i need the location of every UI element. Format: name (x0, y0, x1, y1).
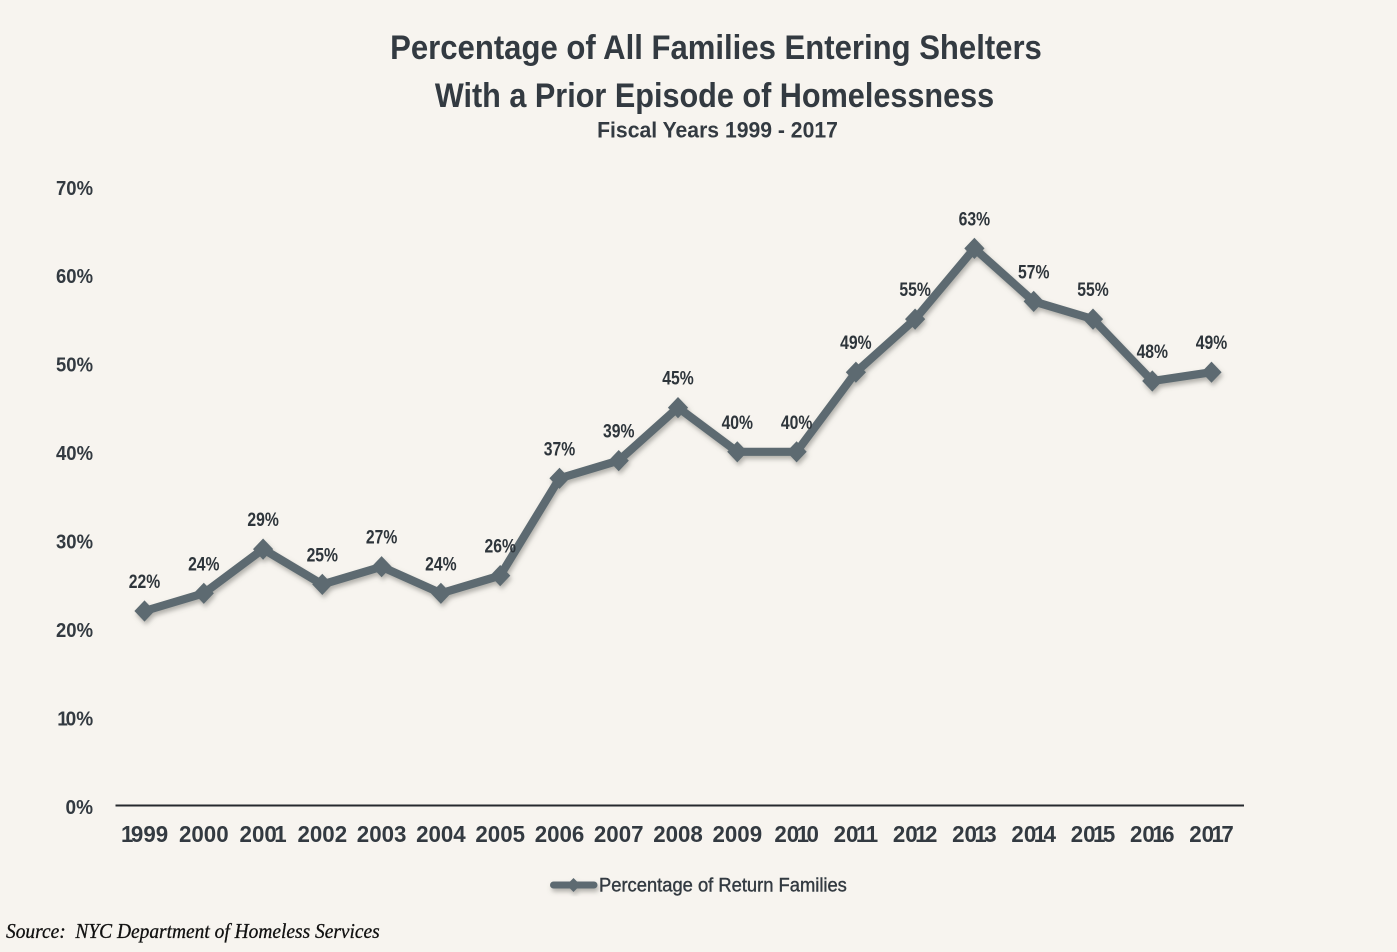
svg-text:55%: 55% (899, 278, 931, 300)
svg-text:2003: 2003 (357, 821, 407, 847)
svg-text:2012: 2012 (893, 821, 938, 847)
svg-text:39%: 39% (603, 420, 635, 442)
svg-text:40%: 40% (56, 442, 93, 465)
svg-text:2007: 2007 (594, 821, 644, 847)
svg-text:2008: 2008 (653, 821, 703, 847)
svg-text:50%: 50% (56, 354, 93, 377)
svg-text:40%: 40% (781, 411, 813, 433)
svg-text:2005: 2005 (475, 821, 525, 847)
svg-text:2006: 2006 (535, 821, 585, 847)
svg-text:24%: 24% (188, 553, 220, 575)
svg-text:48%: 48% (1137, 340, 1169, 362)
svg-text:45%: 45% (662, 367, 694, 389)
svg-text:2001: 2001 (240, 821, 287, 847)
svg-text:10%: 10% (57, 708, 93, 731)
svg-text:2014: 2014 (1011, 821, 1056, 847)
svg-text:2015: 2015 (1071, 821, 1116, 847)
svg-text:2010: 2010 (774, 821, 819, 847)
svg-text:2000: 2000 (179, 821, 229, 847)
svg-text:0%: 0% (66, 796, 94, 819)
svg-text:37%: 37% (544, 438, 576, 460)
svg-text:Percentage of All Families Ent: Percentage of All Families Entering Shel… (390, 29, 1042, 67)
svg-text:70%: 70% (56, 177, 93, 200)
svg-text:49%: 49% (840, 332, 872, 354)
svg-text:2017: 2017 (1189, 821, 1234, 847)
svg-text:2009: 2009 (712, 821, 762, 847)
svg-text:2011: 2011 (834, 821, 879, 847)
svg-text:55%: 55% (1077, 278, 1109, 300)
svg-text:25%: 25% (307, 544, 339, 566)
svg-text:24%: 24% (425, 553, 457, 575)
svg-text:2004: 2004 (416, 821, 466, 847)
svg-text:2016: 2016 (1130, 821, 1175, 847)
svg-text:60%: 60% (56, 265, 93, 288)
svg-text:29%: 29% (247, 508, 279, 530)
svg-text:22%: 22% (129, 570, 161, 592)
svg-text:49%: 49% (1196, 332, 1228, 354)
svg-text:63%: 63% (959, 208, 991, 230)
svg-text:2002: 2002 (297, 821, 347, 847)
svg-text:20%: 20% (56, 619, 93, 642)
svg-text:With a Prior Episode of Homele: With a Prior Episode of Homelessness (435, 77, 994, 115)
svg-text:Fiscal Years 1999 - 2017: Fiscal Years 1999 - 2017 (597, 117, 838, 143)
svg-text:2013: 2013 (952, 821, 997, 847)
svg-text:26%: 26% (484, 535, 516, 557)
svg-text:Percentage of Return Families: Percentage of Return Families (599, 874, 847, 895)
svg-text:1999: 1999 (121, 821, 168, 847)
svg-text:40%: 40% (722, 411, 754, 433)
svg-text:30%: 30% (56, 531, 93, 554)
svg-text:Source: NYC Department of Hom: Source: NYC Department of Homeless Servi… (6, 920, 380, 943)
svg-text:27%: 27% (366, 526, 398, 548)
svg-text:57%: 57% (1018, 261, 1050, 283)
